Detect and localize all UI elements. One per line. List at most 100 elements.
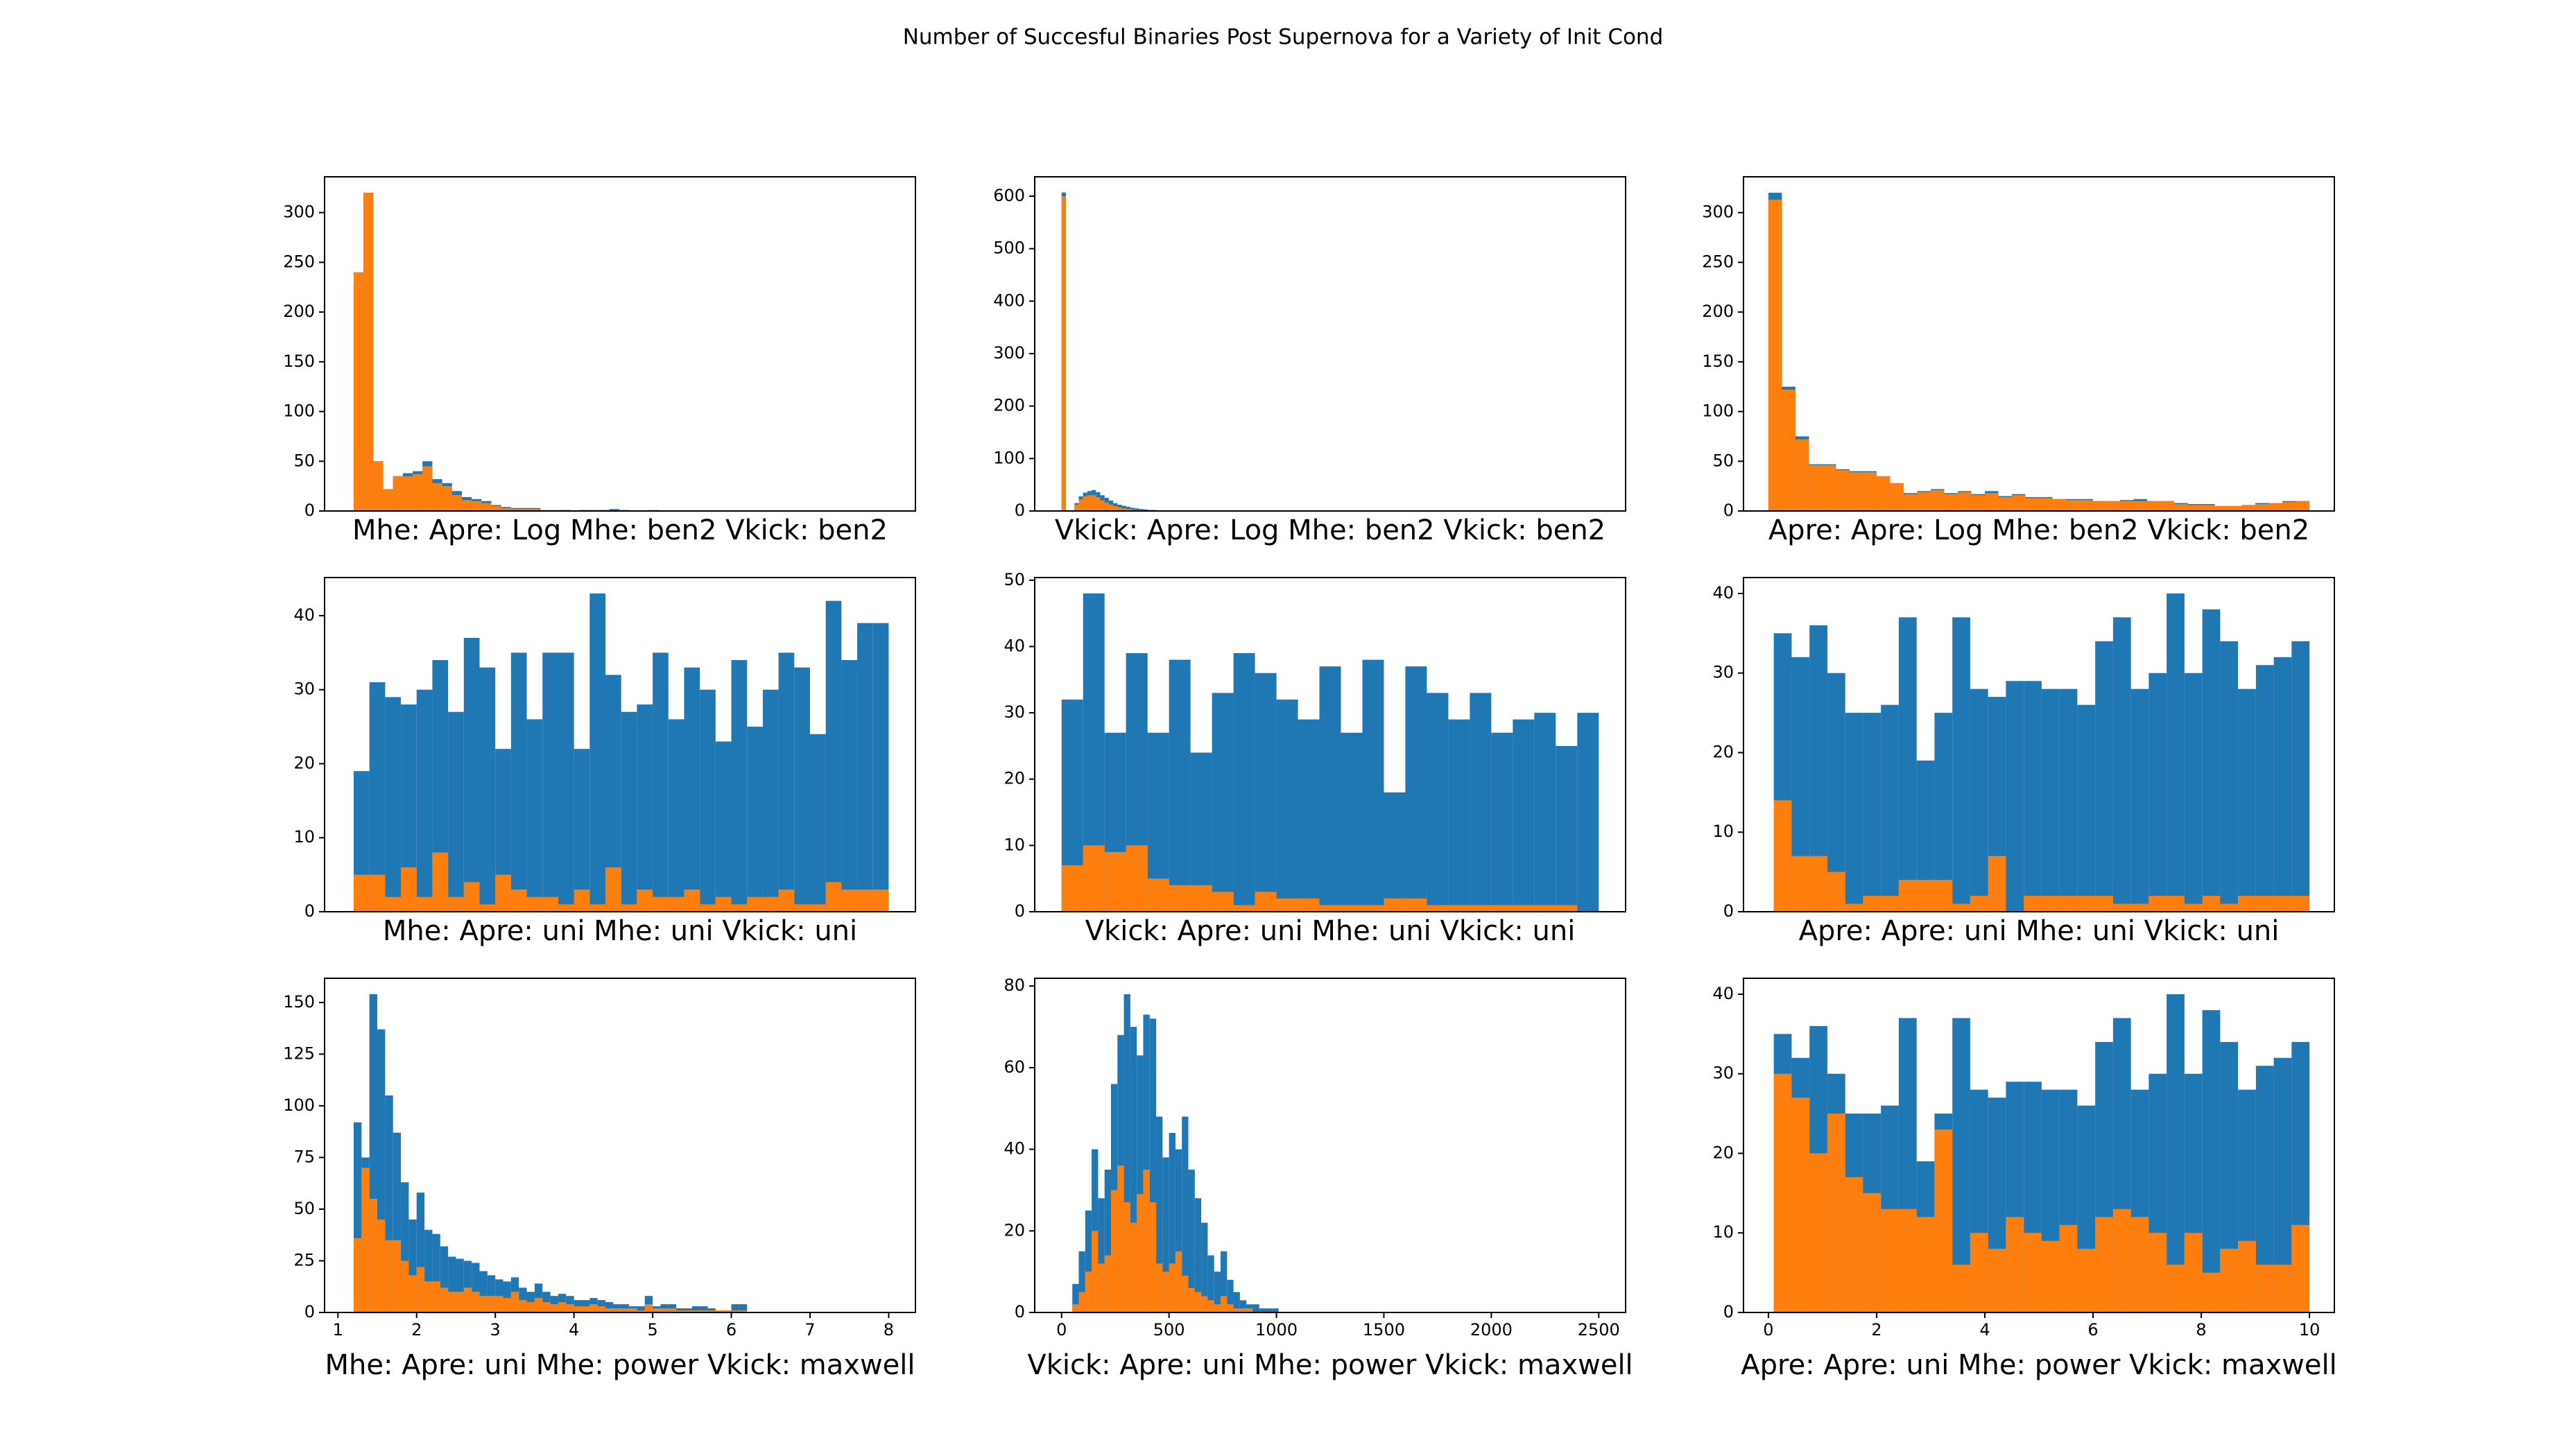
histogram-bar — [2282, 502, 2296, 511]
histogram-bar — [440, 1288, 449, 1312]
histogram-bar — [2059, 688, 2078, 912]
histogram-bar — [1276, 898, 1298, 912]
x-axis-label: Apre: Apre: Log Mhe: ben2 Vkick: ben2 — [1768, 514, 2309, 546]
histogram-bar — [2220, 1249, 2239, 1312]
histogram-bar — [432, 1233, 440, 1312]
histogram-bar — [1108, 504, 1114, 511]
histogram-bar — [1078, 499, 1083, 511]
y-tick-label: 60 — [1004, 1057, 1025, 1077]
histogram-bar — [731, 1310, 739, 1312]
histogram-bar — [1809, 465, 1823, 511]
histogram-bar — [1126, 508, 1130, 511]
y-tick-label: 300 — [1702, 202, 1734, 222]
histogram-bar — [495, 1296, 503, 1312]
histogram-bar — [589, 1304, 598, 1312]
histogram-bar — [1863, 1193, 1882, 1312]
y-tick-label: 50 — [293, 1199, 315, 1218]
histogram-bar — [621, 1308, 630, 1312]
histogram-bar — [1182, 1116, 1189, 1312]
x-tick-label: 8 — [884, 1320, 894, 1340]
x-axis-label: Mhe: Apre: uni Mhe: uni Vkick: uni — [383, 915, 857, 947]
histogram-bar — [1078, 1251, 1085, 1312]
histogram-bar — [377, 1029, 386, 1312]
histogram-bar — [432, 852, 449, 912]
histogram-bar — [1491, 905, 1513, 912]
histogram-bar — [2052, 499, 2067, 511]
histogram-bar — [1341, 732, 1363, 912]
histogram-bar — [1903, 494, 1918, 511]
histogram-bar — [401, 1182, 409, 1312]
histogram-bar — [613, 1308, 621, 1312]
histogram-bar — [1845, 1177, 1863, 1312]
histogram-bar — [1137, 1055, 1144, 1312]
histogram-bar — [2202, 609, 2221, 912]
histogram-bar — [660, 1308, 669, 1312]
histogram-bar — [1087, 495, 1092, 511]
histogram-bar — [1827, 1113, 1845, 1312]
histogram-bar — [794, 904, 810, 912]
histogram-bar — [1952, 1265, 1970, 1312]
histogram-bar — [809, 734, 826, 912]
histogram-bar — [2241, 505, 2256, 511]
histogram-bar — [1117, 507, 1122, 511]
histogram-bar — [1405, 898, 1427, 912]
histogram-bar — [1556, 905, 1578, 912]
histogram-bar — [2130, 903, 2149, 912]
histogram-bar — [1096, 497, 1101, 511]
histogram-bar — [809, 904, 826, 912]
histogram-bar — [2112, 903, 2131, 912]
x-tick-label: 4 — [569, 1320, 579, 1340]
histogram-bar — [487, 1296, 496, 1312]
histogram-bar — [700, 904, 716, 912]
histogram-bar — [2167, 896, 2185, 912]
y-tick-label: 25 — [293, 1250, 315, 1269]
histogram-bar — [1930, 489, 1945, 511]
histogram-bar — [1143, 509, 1148, 511]
histogram-bar — [1061, 196, 1066, 511]
histogram-bar — [731, 660, 748, 912]
x-tick-label: 0 — [1056, 1320, 1067, 1340]
histogram-bar — [1169, 885, 1191, 912]
y-tick-label: 150 — [1702, 352, 1734, 371]
histogram-bar — [2255, 665, 2274, 912]
histogram-bar — [1130, 1027, 1137, 1312]
x-tick-label: 6 — [726, 1320, 737, 1340]
histogram-bar — [558, 652, 574, 912]
histogram-bar — [1092, 1231, 1099, 1312]
histogram-bar — [1147, 878, 1169, 912]
histogram-bar — [1078, 1292, 1085, 1312]
y-tick-label: 150 — [283, 352, 315, 371]
histogram-bar — [1845, 713, 1863, 912]
histogram-bar — [393, 1240, 402, 1312]
histogram-bar — [542, 896, 558, 912]
axes-frame — [1034, 577, 1626, 912]
histogram-bar — [1123, 994, 1130, 1312]
histogram-bar — [2220, 641, 2239, 912]
histogram-bar — [479, 1271, 488, 1312]
histogram-bar — [1427, 905, 1449, 912]
histogram-bar — [1384, 792, 1406, 912]
histogram-bar — [857, 623, 873, 912]
y-tick-label: 100 — [283, 401, 315, 421]
histogram-bar — [1272, 1308, 1279, 1312]
y-tick-label: 100 — [1702, 401, 1734, 421]
histogram-bar — [1255, 892, 1277, 912]
histogram-bar — [1319, 666, 1341, 912]
histogram-bar — [637, 1310, 645, 1312]
histogram-bar — [1074, 504, 1079, 511]
histogram-bar — [463, 882, 480, 912]
histogram-bar — [463, 1288, 472, 1312]
histogram-bar — [668, 719, 684, 912]
histogram-bar — [1791, 856, 1810, 912]
histogram-bar — [2273, 1265, 2292, 1312]
histogram-bar — [1448, 905, 1470, 912]
histogram-bar — [432, 483, 442, 511]
histogram-bar — [1175, 1251, 1182, 1312]
histogram-bar — [451, 495, 462, 511]
histogram-bar — [401, 867, 417, 912]
histogram-bar — [1212, 693, 1234, 912]
histogram-bar — [1970, 688, 1988, 912]
histogram-bar — [1121, 508, 1126, 511]
histogram-bar — [422, 466, 433, 511]
histogram-bar — [605, 867, 621, 912]
